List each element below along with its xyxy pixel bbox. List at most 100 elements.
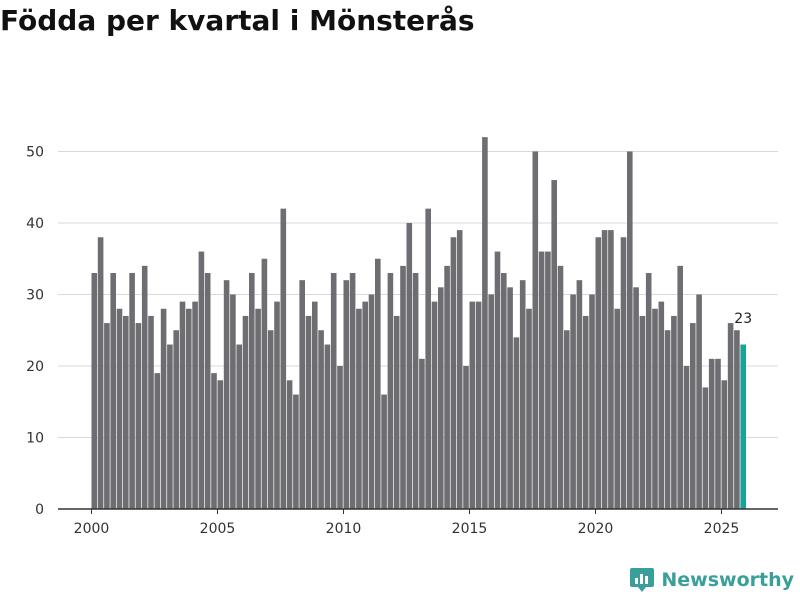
bar [135,323,142,509]
bar [412,273,419,509]
bar [204,273,211,509]
bar [400,265,406,509]
x-tick-label: 2000 [74,521,110,537]
bar [664,330,671,509]
bar [715,358,721,509]
bar [249,273,255,509]
bar [683,365,690,509]
bar [702,387,709,509]
bar [633,287,639,509]
bar [488,294,494,509]
bar [116,308,123,509]
bar [192,301,198,509]
bar [299,280,305,509]
bar [198,251,205,509]
bar [589,294,595,509]
bar [645,273,652,509]
bar [551,180,557,509]
newsworthy-icon [630,568,655,592]
bar [444,265,450,509]
bar [324,344,331,509]
bar [129,273,135,509]
chart-title: Födda per kvartal i Mönsterås [0,4,475,37]
bar [167,344,173,509]
bar [154,373,161,509]
bar [507,287,513,509]
bar [595,237,602,509]
bar [330,273,337,509]
bar [582,315,589,509]
y-tick-label: 40 [26,216,44,232]
bar [293,394,299,509]
bar [179,301,186,509]
bar [526,308,532,509]
bar [690,323,696,509]
bar [450,237,457,509]
bar [280,208,287,509]
bar [406,222,413,509]
bar [614,308,620,509]
bar [349,273,356,509]
newsworthy-logo[interactable]: Newsworthy [629,566,794,594]
bar [475,301,482,509]
x-tick-label: 2015 [452,521,488,537]
bar [608,230,614,510]
bar [456,230,463,510]
bar [375,258,381,509]
bar [148,315,154,509]
bar [318,330,324,509]
bar [545,251,551,509]
bar [513,337,520,509]
bars [91,137,746,510]
bar [173,330,179,509]
bar [727,323,734,509]
bar [494,251,501,509]
x-tick-label: 2025 [704,521,740,537]
bar [312,301,318,509]
bar [564,330,570,509]
bar [274,301,280,509]
bar [519,280,526,509]
last-value-label: 23 [734,311,752,327]
bar [438,287,444,509]
y-axis-ticks: 0 10 20 30 40 50 [26,144,44,518]
bar [305,315,312,509]
bar [570,294,576,509]
bar [141,265,148,509]
y-tick-label: 20 [26,359,44,375]
x-tick-label: 2020 [578,521,614,537]
bar [601,230,608,510]
bar [501,273,507,509]
bar-latest [740,344,746,509]
bar [639,315,646,509]
bar [381,394,387,509]
x-axis-ticks: 2000 2005 2010 2015 2020 2025 [74,509,740,537]
bar [469,301,476,509]
bar [677,265,683,509]
bar [658,301,665,509]
bar [620,237,627,509]
brand-name: Newsworthy [661,569,794,591]
x-tick-label: 2005 [200,521,236,537]
bar [286,380,293,509]
bar [652,308,658,509]
bar [463,365,469,509]
bar [721,380,728,509]
bar [538,251,545,509]
bar [236,344,242,509]
bar [708,358,715,509]
bar [356,308,362,509]
y-tick-label: 50 [26,144,44,160]
bar [482,137,488,509]
y-tick-label: 10 [26,430,44,446]
bar [734,330,740,509]
bar [576,280,583,509]
y-tick-label: 30 [26,287,44,303]
bar [532,151,539,509]
bar [255,308,261,509]
bar [97,237,104,509]
bar [242,315,249,509]
bar [431,301,438,509]
bar [223,280,230,509]
